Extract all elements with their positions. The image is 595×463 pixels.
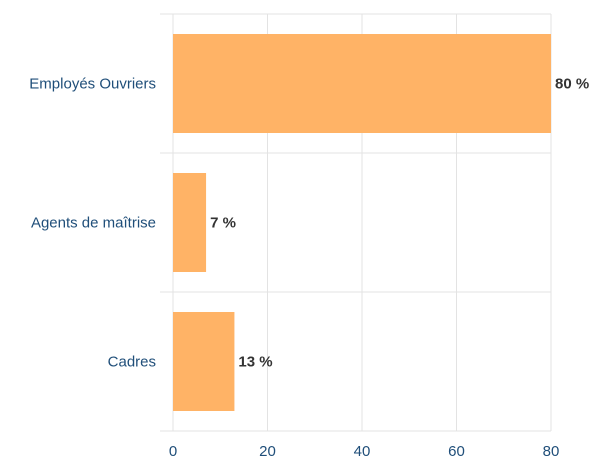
bars [173, 34, 551, 411]
value-labels: 80 % 7 % 13 % [210, 76, 589, 371]
bar-0 [173, 34, 551, 133]
x-tick-label-0: 0 [169, 443, 177, 460]
x-tick-label-2: 40 [354, 443, 371, 460]
x-tick-label-3: 60 [448, 443, 465, 460]
bar-2 [173, 312, 235, 411]
category-labels: Employés Ouvriers Agents de maîtrise Cadre… [29, 76, 156, 371]
x-axis-ticks: 0 20 40 60 80 [169, 443, 560, 460]
x-tick-label-1: 20 [259, 443, 276, 460]
category-label-0: Employés Ouvriers [29, 76, 156, 93]
bar-1 [173, 173, 207, 272]
category-label-2: Cadres [108, 354, 156, 371]
category-label-1: Agents de maîtrise [31, 215, 156, 232]
data-label-1: 7 % [210, 215, 236, 232]
data-label-2: 13 % [238, 354, 272, 371]
x-tick-label-4: 80 [543, 443, 560, 460]
data-label-0: 80 % [555, 76, 589, 93]
